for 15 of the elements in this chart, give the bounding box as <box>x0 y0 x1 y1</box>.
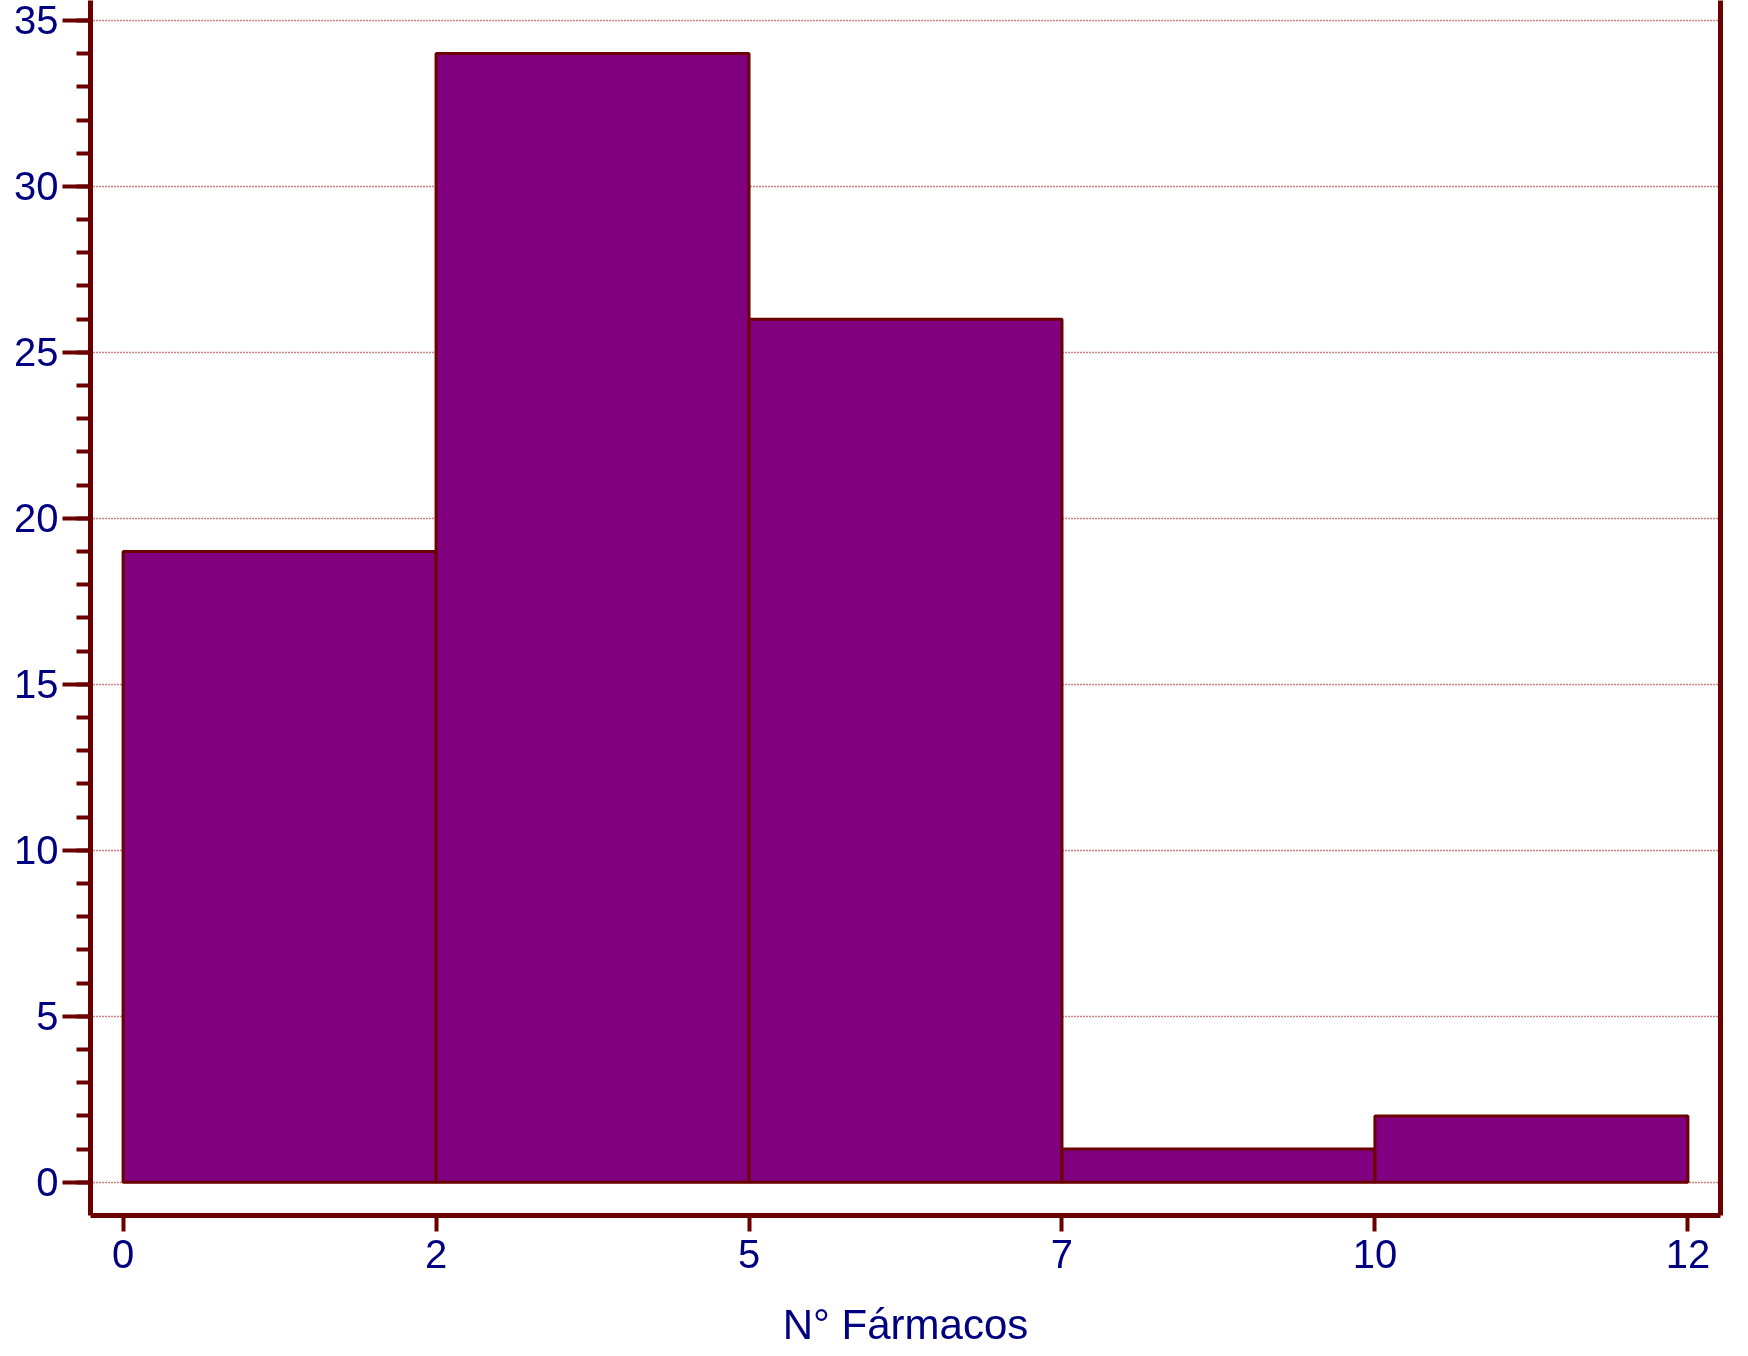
x-axis-title: N° Fármacos <box>782 1300 1029 1348</box>
y-tick-label: 0 <box>36 1160 59 1205</box>
y-tick-label: 25 <box>14 330 59 375</box>
y-tick-label: 20 <box>14 496 59 541</box>
x-tick-label: 2 <box>424 1231 448 1276</box>
y-tick-label: 35 <box>14 0 59 43</box>
x-tick-label: 0 <box>111 1231 135 1276</box>
y-tick-label: 5 <box>36 994 59 1039</box>
y-tick-label: 30 <box>14 164 59 209</box>
x-tick-label: 12 <box>1665 1231 1711 1276</box>
y-tick-label: 10 <box>14 828 59 873</box>
x-tick-label: 10 <box>1352 1231 1398 1276</box>
x-tick-label: 7 <box>1050 1231 1074 1276</box>
x-tick-label: 5 <box>737 1231 761 1276</box>
y-tick-label: 15 <box>14 662 59 707</box>
